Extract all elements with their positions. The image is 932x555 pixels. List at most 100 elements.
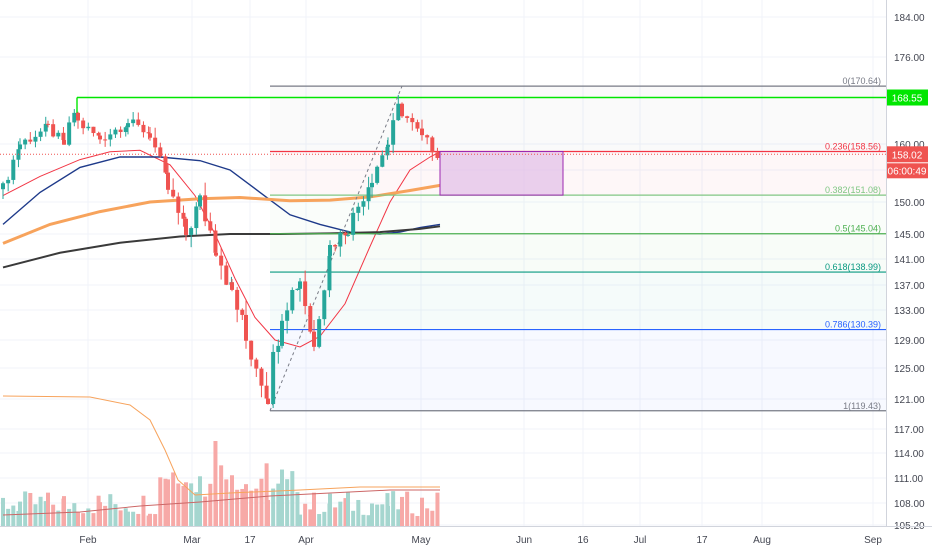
- candle-body-54: [240, 309, 245, 315]
- price-tag-bg: [887, 146, 928, 163]
- volume-bar-38: [171, 472, 176, 526]
- candle-body-36: [163, 156, 168, 173]
- candle-body-73: [327, 255, 332, 291]
- candle-body-43: [194, 206, 199, 229]
- volume-bar-83: [370, 503, 374, 526]
- candle-body-34: [153, 137, 158, 148]
- candle-body-15: [67, 122, 72, 145]
- candle-body-23: [103, 139, 108, 141]
- time-axis[interactable]: Feb Mar 17 Apr May Jun 16 Jul 17 Aug Sep: [0, 526, 932, 547]
- candle-body-90: [400, 103, 404, 117]
- volume-bar-90: [400, 496, 404, 526]
- candle-body-42: [189, 228, 194, 235]
- volume-bar-88: [391, 491, 396, 526]
- candle-body-89: [396, 103, 401, 121]
- candle-body-47: [213, 230, 218, 253]
- volume-bar-22: [98, 502, 102, 526]
- volume-bar-60: [266, 500, 270, 526]
- volume-bar-46: [208, 483, 213, 526]
- projection-box[interactable]: [439, 150, 564, 196]
- moving-averages: [2, 149, 441, 348]
- fib-zone-2: [270, 195, 886, 234]
- candle-body-14: [62, 140, 66, 145]
- volume-bar-47: [213, 441, 218, 526]
- candlesticks: [1, 94, 440, 409]
- candle-body-12: [56, 132, 61, 137]
- candle-body-22: [98, 135, 102, 140]
- fib-levels[interactable]: 0(170.64) 0.236(158.56) 0.382(151.08) 0.5(1…: [270, 76, 886, 412]
- candle-body-27: [123, 127, 128, 132]
- projection-rect: [439, 150, 564, 196]
- ma-fast-line: [2, 149, 441, 348]
- price-tick-0: 184.00: [894, 13, 925, 24]
- volume-bar-56: [249, 490, 254, 526]
- candle-body-38: [171, 189, 176, 197]
- fib-label-0.786: 0.786(130.39): [825, 320, 881, 330]
- volume-ma-fast: [2, 489, 440, 516]
- candle-body-25: [113, 129, 118, 135]
- price-tick-10: 125.00: [894, 364, 925, 375]
- candle-body-58: [259, 368, 264, 386]
- candle-body-63: [280, 320, 284, 346]
- volume-bar-82: [366, 515, 371, 526]
- candle-body-76: [338, 232, 343, 247]
- volume-ma-slow: [2, 395, 440, 496]
- candle-body-6: [28, 139, 33, 142]
- candle-body-20: [91, 126, 96, 134]
- volume-bar-74: [328, 493, 332, 526]
- candle-body-48: [214, 252, 218, 256]
- candle-body-26: [118, 129, 123, 132]
- fib-trend-line[interactable]: [269, 85, 403, 411]
- candle-body-95: [425, 135, 430, 138]
- fib-label-0.236: 0.236(158.56): [825, 141, 881, 151]
- candle-body-80: [356, 206, 361, 213]
- price-axis[interactable]: 184.00176.00160.00155.00150.00145.00141.…: [886, 0, 932, 550]
- price-tags: 168.55 158.02 06:00:49: [887, 89, 928, 179]
- fib-fill-zones: [270, 86, 886, 411]
- volume-bar-54: [240, 488, 245, 526]
- candle-body-55: [244, 314, 248, 341]
- candle-body-31: [141, 124, 146, 133]
- time-tick-3: Apr: [298, 535, 314, 546]
- countdown-tag-bg: [887, 163, 928, 179]
- volume-bar-84: [375, 504, 380, 526]
- volume-bar-35: [158, 477, 163, 526]
- volume-bar-39: [176, 483, 181, 526]
- candle-body-21: [96, 133, 101, 136]
- volume-bar-34: [153, 514, 158, 526]
- candle-body-68: [303, 281, 308, 307]
- volume-bar-52: [230, 475, 234, 526]
- countdown-tag-text: 06:00:49: [888, 166, 927, 177]
- candle-body-1: [6, 179, 11, 184]
- price-tick-9: 129.00: [894, 336, 925, 347]
- fib-zone-0: [270, 86, 886, 152]
- candle-body-67: [298, 281, 302, 289]
- volume-bar-94: [420, 497, 424, 526]
- volume-bar-50: [224, 479, 229, 526]
- volume-bar-97: [435, 492, 440, 526]
- volume-bar-58: [259, 478, 264, 526]
- volume-bar-44: [198, 476, 202, 526]
- volume-bars: [1, 441, 440, 526]
- volume-bar-7: [33, 504, 38, 526]
- candle-body-82: [366, 187, 371, 202]
- candle-body-4: [18, 144, 22, 150]
- candle-body-18: [81, 120, 86, 129]
- candle-body-19: [86, 126, 91, 129]
- volume-ma-lines: [2, 395, 440, 516]
- candle-body-35: [158, 147, 163, 157]
- candle-body-41: [184, 218, 188, 235]
- volume-bar-70: [312, 492, 316, 526]
- fib-zone-1: [270, 151, 886, 196]
- fib-label-0.618: 0.618(138.99): [825, 262, 881, 272]
- candle-body-7: [33, 136, 38, 142]
- candle-body-24: [108, 134, 113, 140]
- volume-bar-0: [1, 497, 5, 526]
- volume-bar-85: [380, 504, 385, 526]
- volume-bar-2: [11, 505, 16, 526]
- time-tick-2: 17: [244, 535, 256, 546]
- candle-body-81: [361, 201, 366, 207]
- candle-body-13: [61, 132, 66, 141]
